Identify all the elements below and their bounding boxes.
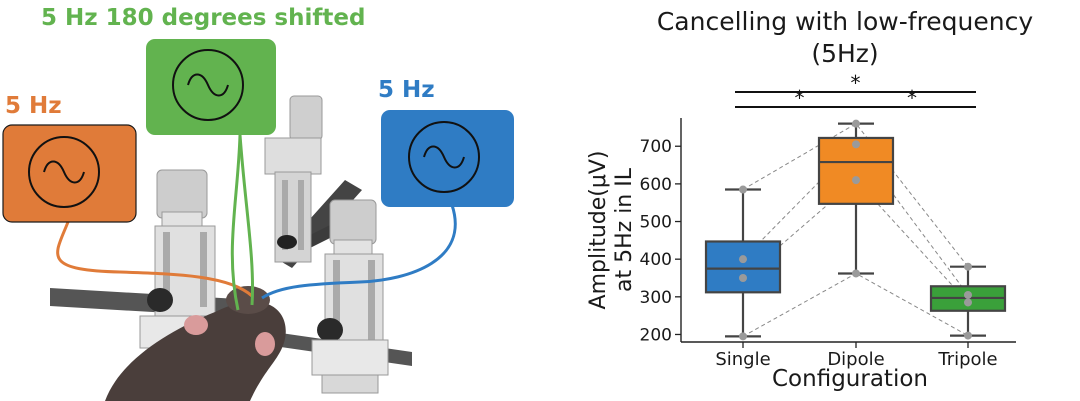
- generator-left: [2, 124, 137, 223]
- y-tick-label-300: 300: [640, 288, 672, 308]
- right-manipulator: [311, 199, 389, 394]
- stimulation-setup-illustration: 5 Hz 5 Hz 180 degrees shifted 5 Hz: [2, 5, 514, 401]
- y-tick-label-400: 400: [640, 250, 672, 270]
- significance-label-1-2: *: [907, 86, 917, 110]
- paired-line-3: [742, 122, 969, 268]
- label-right: 5 Hz: [378, 77, 435, 103]
- single-box: [704, 240, 782, 294]
- dipole-point-2: [852, 140, 860, 149]
- label-middle: 5 Hz 180 degrees shifted: [41, 5, 365, 31]
- x-tick-label-dipole: Dipole: [827, 349, 884, 370]
- box-plot: Cancelling with low-frequency (5Hz) Ampl…: [586, 7, 1033, 392]
- dipole-point-0: [852, 269, 860, 278]
- orange-wire: [56, 221, 254, 298]
- sine-wave-generator-icon: [43, 160, 85, 184]
- significance-label-0-1: *: [795, 86, 805, 110]
- y-tick-label-700: 700: [640, 137, 672, 157]
- label-left: 5 Hz: [5, 93, 62, 119]
- y-axis-label-line1: Amplitude(μV): [586, 151, 611, 310]
- y-tick-label-200: 200: [640, 325, 672, 345]
- chart-subtitle: (5Hz): [811, 39, 878, 68]
- x-axis-label: Configuration: [772, 366, 928, 392]
- blue-wire: [261, 204, 457, 300]
- dipole-point-3: [852, 119, 860, 128]
- single-point-3: [739, 185, 747, 194]
- stereotaxic-frame: [264, 95, 323, 263]
- green-wire-2: [238, 134, 255, 306]
- single-point-2: [739, 255, 747, 264]
- x-tick-label-tripole: Tripole: [937, 349, 997, 370]
- tripole-point-3: [964, 262, 972, 271]
- dipole-box: [817, 136, 895, 205]
- tripole-point-0: [964, 331, 972, 340]
- tripole-point-2: [964, 290, 972, 299]
- tripole-point-1: [964, 298, 972, 307]
- y-tick-label-500: 500: [640, 213, 672, 233]
- sine-wave-generator-icon: [423, 145, 465, 169]
- dipole-point-1: [852, 176, 860, 185]
- green-wire-1: [230, 134, 242, 311]
- x-tick-label-single: Single: [715, 349, 770, 370]
- sine-wave-generator-icon: [187, 73, 229, 97]
- single-point-0: [739, 332, 747, 341]
- single-point-1: [739, 274, 747, 282]
- chart-marks: 200 300 400 500 600 700 Single Dipole Tripole * * *: [640, 71, 1016, 370]
- y-tick-label-600: 600: [640, 175, 672, 195]
- y-axis-label: Amplitude(μV) at 5Hz in IL: [586, 151, 637, 310]
- generator-right: [381, 110, 514, 207]
- chart-title: Cancelling with low-frequency: [657, 7, 1034, 36]
- generator-middle: [146, 39, 276, 135]
- y-axis-label-line2: at 5Hz in IL: [612, 167, 637, 292]
- significance-label-0-2: *: [851, 71, 861, 95]
